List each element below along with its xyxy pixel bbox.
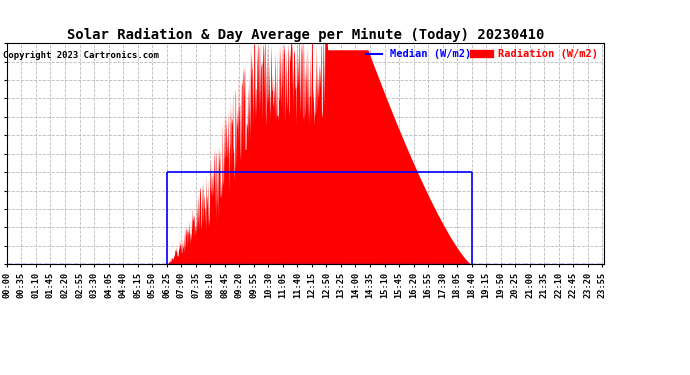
Text: Copyright 2023 Cartronics.com: Copyright 2023 Cartronics.com [3,51,159,60]
Legend: Median (W/m2), Radiation (W/m2): Median (W/m2), Radiation (W/m2) [365,48,599,60]
Title: Solar Radiation & Day Average per Minute (Today) 20230410: Solar Radiation & Day Average per Minute… [67,28,544,42]
